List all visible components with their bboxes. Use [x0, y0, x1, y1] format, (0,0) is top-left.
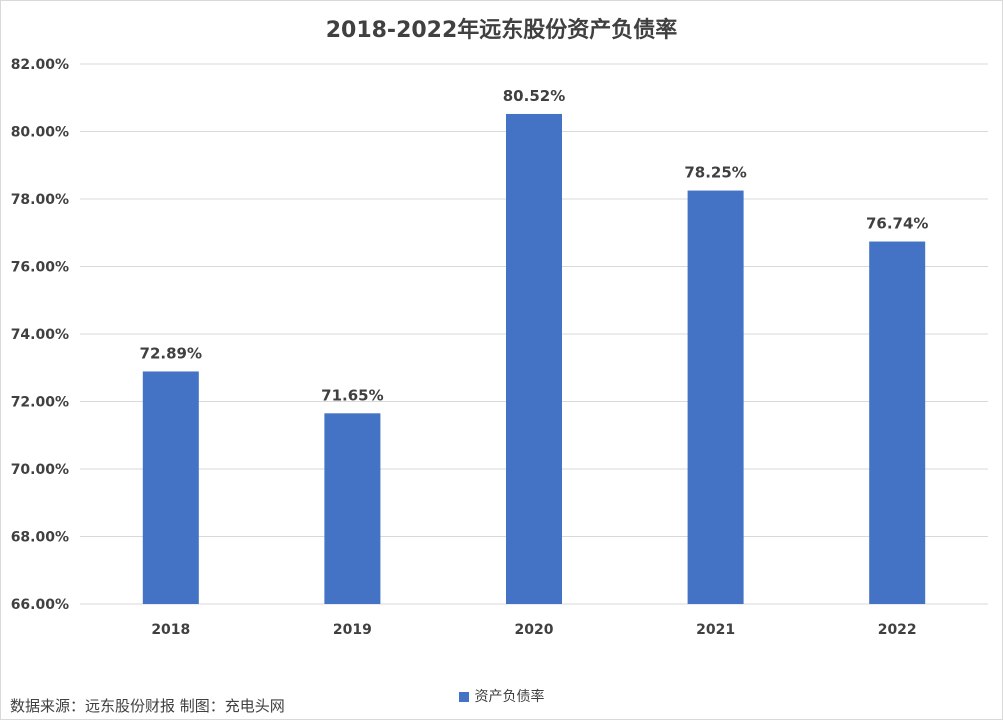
source-note: 数据来源：远东股份财报 制图：充电头网	[10, 697, 285, 715]
bar	[324, 413, 381, 604]
bar	[687, 190, 744, 604]
x-tick-label: 2019	[333, 622, 372, 638]
data-label: 72.89%	[140, 344, 202, 362]
chart-title: 2018-2022年远东股份资产负债率	[325, 18, 678, 43]
y-tick-label: 70.00%	[11, 462, 69, 478]
legend: 资产负债率	[0, 686, 1003, 706]
bar	[142, 371, 199, 604]
x-tick-label: 2022	[878, 622, 917, 638]
y-tick-label: 72.00%	[11, 395, 69, 411]
x-tick-label: 2020	[515, 622, 554, 638]
y-tick-label: 66.00%	[11, 597, 69, 613]
data-label: 76.74%	[866, 215, 928, 233]
y-tick-label: 76.00%	[11, 260, 69, 276]
bar	[869, 241, 926, 604]
y-tick-label: 80.00%	[11, 125, 69, 141]
x-tick-label: 2021	[696, 622, 735, 638]
data-label: 78.25%	[684, 164, 746, 182]
y-tick-label: 78.00%	[11, 192, 69, 208]
bar	[506, 113, 562, 604]
data-label: 71.65%	[321, 386, 383, 404]
x-tick-label: 2018	[151, 622, 190, 638]
data-label: 80.52%	[503, 87, 565, 105]
legend-swatch	[458, 692, 469, 702]
y-tick-label: 74.00%	[11, 327, 69, 343]
legend-label: 资产负债率	[474, 689, 545, 705]
y-tick-label: 68.00%	[11, 530, 69, 546]
y-tick-label: 82.00%	[11, 57, 69, 73]
